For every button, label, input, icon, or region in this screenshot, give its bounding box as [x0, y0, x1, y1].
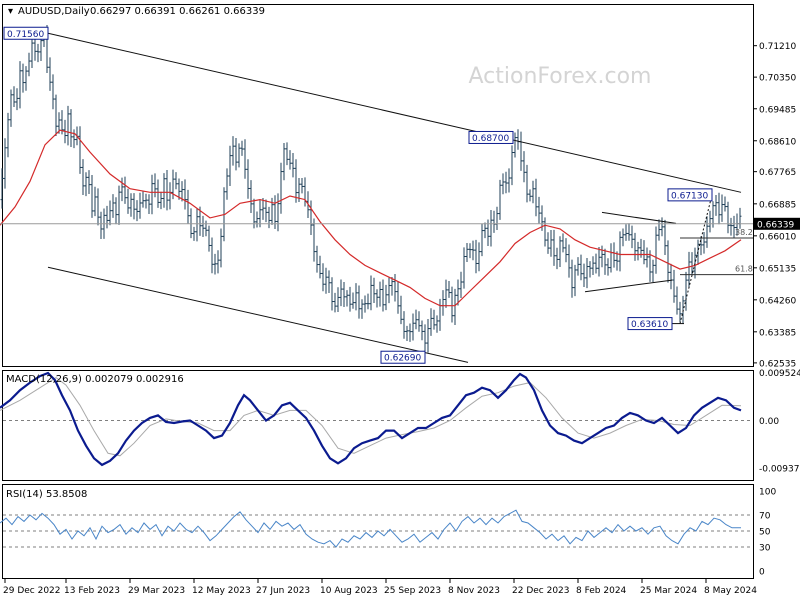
- panel-frame: [2, 4, 754, 367]
- price-annotation-label: 0.68700: [472, 134, 509, 144]
- price-tick-label: 0.65135: [759, 264, 796, 274]
- price-tick-label: 0.66010: [759, 232, 796, 242]
- x-tick-label: 25 Mar 2024: [640, 586, 697, 596]
- fib-label: 61.8: [735, 265, 753, 274]
- moving-average-line: [0, 129, 742, 307]
- price-tick-label: 0.69485: [759, 105, 796, 115]
- chart-title-arrow-icon: ▾: [8, 6, 13, 17]
- rsi-panel: 100 70 50 30 0: [0, 484, 776, 579]
- price-annotation-box: [380, 350, 426, 364]
- x-tick-label: 12 May 2023: [192, 586, 251, 596]
- rsi-tick-label: 30: [759, 544, 771, 554]
- fib-label: 38.2: [735, 228, 753, 237]
- rsi-tick-label: 50: [759, 528, 771, 538]
- panel-frame: [2, 370, 754, 481]
- watermark: ActionForex.com: [469, 64, 652, 89]
- rsi-title: RSI(14) 53.8508: [6, 489, 87, 500]
- trend-line: [601, 211, 677, 224]
- price-tick-label: 0.71210: [759, 42, 796, 52]
- last-price-tag: [754, 217, 800, 230]
- rsi-tick-label: 100: [759, 488, 776, 498]
- chart-ohlc: 0.66297 0.66391 0.66261 0.66339: [90, 6, 265, 17]
- x-tick-label: 8 Feb 2024: [576, 586, 627, 596]
- x-tick-label: 10 Aug 2023: [320, 586, 378, 596]
- price-annotation-label: 0.71560: [7, 30, 44, 40]
- macd-tick-label: 0.00: [759, 417, 779, 427]
- rsi-tick-label: 0: [759, 568, 765, 578]
- macd-line: [0, 371, 742, 467]
- price-annotation-box: [627, 317, 673, 331]
- macd-tick-label: -0.009375: [759, 464, 800, 474]
- trend-line: [584, 279, 673, 293]
- chart-symbol: AUDUSD,Daily: [18, 6, 90, 17]
- x-tick-label: 22 Dec 2023: [512, 586, 570, 596]
- price-annotation-box: [3, 26, 49, 40]
- price-annotation-box: [468, 130, 514, 144]
- rsi-line: [0, 509, 741, 548]
- trend-line: [47, 266, 469, 363]
- price-tick-label: 0.63385: [759, 328, 796, 338]
- x-tick-label: 29 Mar 2023: [128, 586, 185, 596]
- macd-signal-line: [0, 376, 742, 457]
- price-annotation-label: 0.62690: [384, 354, 421, 364]
- x-tick-label: 27 Jun 2023: [256, 586, 310, 596]
- price-tick-label: 0.66885: [759, 200, 796, 210]
- x-axis: 29 Dec 2022 13 Feb 2023 29 Mar 2023 12 May …: [3, 579, 757, 596]
- macd-tick-label: 0.009524: [759, 369, 800, 379]
- rsi-tick-label: 70: [759, 512, 771, 522]
- price-tick-label: 0.70350: [759, 74, 796, 84]
- price-annotation-box: [667, 188, 713, 202]
- trend-line: [47, 32, 742, 193]
- macd-panel: 0.009524 0.00 -0.009375: [0, 369, 800, 481]
- macd-title: MACD(12,26,9) 0.002079 0.002916: [6, 374, 184, 385]
- x-tick-label: 29 Dec 2022: [3, 586, 61, 596]
- price-tick-label: 0.67765: [759, 168, 796, 178]
- last-price-label: 0.66339: [757, 220, 794, 230]
- x-tick-label: 8 May 2024: [704, 586, 757, 596]
- price-tick-label: 0.62535: [759, 359, 796, 369]
- price-tick-label: 0.68610: [759, 137, 796, 147]
- panel-frame: [2, 484, 754, 579]
- x-tick-label: 8 Nov 2023: [448, 586, 500, 596]
- price-panel: 0.71210 0.70350 0.69485 0.68610 0.67765 0.668…: [0, 4, 800, 369]
- price-tick-label: 0.64260: [759, 296, 796, 306]
- x-tick-label: 13 Feb 2023: [64, 586, 120, 596]
- x-tick-label: 25 Sep 2023: [384, 586, 441, 596]
- price-annotation-label: 0.63610: [631, 320, 668, 330]
- price-annotation-label: 0.67130: [671, 191, 708, 201]
